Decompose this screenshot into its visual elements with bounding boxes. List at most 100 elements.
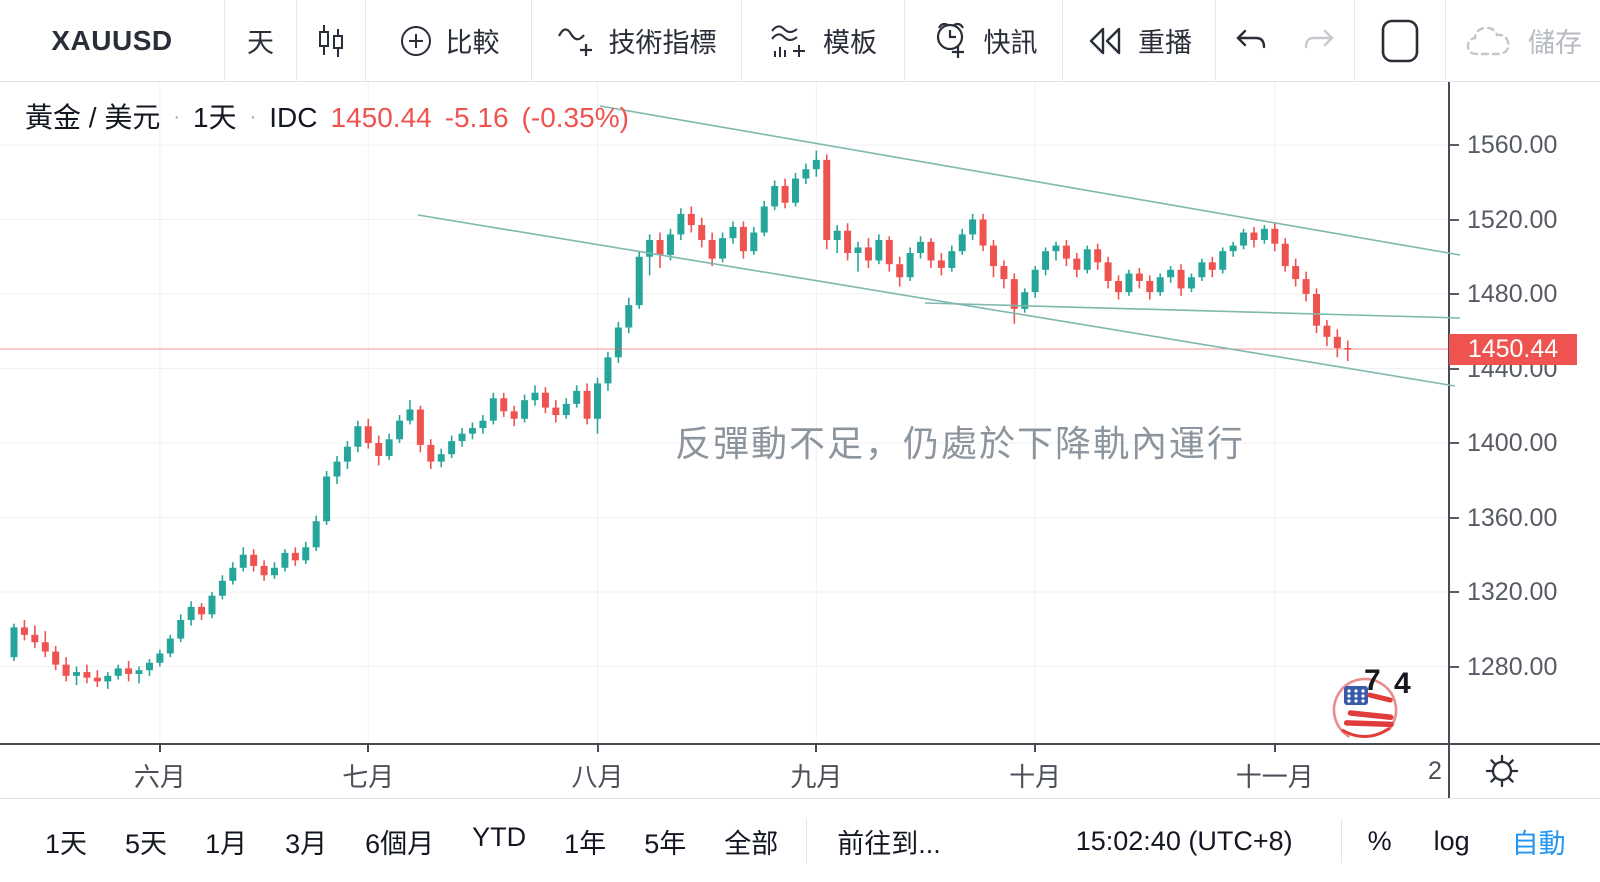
- price-axis-tick: [1450, 144, 1459, 146]
- candle-body: [1177, 269, 1185, 289]
- candle-body: [364, 426, 372, 443]
- chart-settings-gear-icon[interactable]: [1484, 753, 1520, 789]
- candle-body: [31, 634, 39, 643]
- candle-body: [218, 580, 226, 596]
- price-axis-label: 1280.00: [1467, 652, 1558, 681]
- interval-button[interactable]: 天: [225, 0, 296, 81]
- range-button-1年[interactable]: 1年: [564, 828, 607, 859]
- candle-body: [823, 159, 831, 240]
- range-button-1天[interactable]: 1天: [45, 828, 88, 859]
- percent-scale-button[interactable]: %: [1367, 825, 1392, 856]
- trendline-upper-descending-channel[interactable]: [599, 105, 1461, 256]
- toolbar-separator: [1215, 0, 1216, 81]
- candle-body: [1313, 294, 1320, 326]
- candle-body: [1167, 269, 1175, 278]
- separator-dot: ·: [249, 106, 257, 128]
- templates-button[interactable]: 模板: [742, 0, 904, 81]
- alerts-button[interactable]: 快訊: [905, 0, 1062, 81]
- candle-body: [948, 251, 956, 268]
- symbol-button[interactable]: XAUUSD: [0, 0, 224, 81]
- range-button-5天[interactable]: 5天: [125, 828, 168, 859]
- candle-body: [719, 238, 727, 259]
- candle-body: [885, 239, 893, 265]
- candle-body: [93, 677, 101, 682]
- last-price: 1450.44: [330, 102, 432, 133]
- candle-body: [500, 398, 508, 412]
- candle-body: [427, 444, 435, 462]
- candle-body: [125, 668, 133, 674]
- log-scale-button[interactable]: log: [1433, 825, 1470, 856]
- candle-body: [958, 234, 966, 252]
- candle-body: [41, 642, 49, 652]
- broker-watermark: 7 4: [1328, 664, 1438, 744]
- candle-body: [312, 521, 320, 548]
- price-axis-tick: [1450, 293, 1459, 295]
- candle-body: [10, 627, 18, 658]
- month-tick: [815, 745, 818, 752]
- candle-body: [145, 662, 153, 671]
- candle-body: [416, 409, 424, 445]
- candle-body: [541, 392, 549, 408]
- fullscreen-icon: [1380, 18, 1420, 64]
- replay-button[interactable]: 重播: [1063, 0, 1215, 81]
- range-button-全部[interactable]: 全部: [724, 828, 779, 859]
- redo-icon[interactable]: [1302, 26, 1338, 56]
- symbol-exchange[interactable]: IDC: [269, 102, 318, 133]
- candle-body: [250, 554, 258, 566]
- indicators-button[interactable]: 技術指標: [532, 0, 741, 81]
- clock-timezone[interactable]: 15:02:40 (UTC+8): [1075, 825, 1293, 856]
- interval-label: 天: [247, 28, 274, 58]
- trendline-lower-descending-channel[interactable]: [417, 214, 1456, 387]
- candle-body: [792, 178, 799, 203]
- range-button-1月[interactable]: 1月: [205, 828, 248, 859]
- candle-body: [208, 595, 216, 615]
- price-axis-tick: [1450, 367, 1459, 370]
- month-tick: [367, 745, 370, 752]
- bottom-toolbar: 1天 5天 1月 3月 6個月 YTD 1年 5年 全部 前往到... 15:02:40 (UT…: [0, 798, 1600, 882]
- cloud-save-icon: [1464, 22, 1516, 60]
- candle-body: [260, 565, 268, 576]
- undo-icon[interactable]: [1232, 26, 1268, 56]
- time-axis[interactable]: 六月 七月 八月 九月 十月 十一月 2: [0, 743, 1600, 798]
- month-label: 七月: [342, 762, 395, 792]
- auto-scale-button[interactable]: 自動: [1511, 828, 1566, 859]
- candle-body: [1073, 258, 1081, 270]
- month-tick: [1034, 745, 1037, 752]
- candle-body: [333, 461, 341, 477]
- candle-body: [573, 390, 581, 404]
- candle-body: [1104, 262, 1112, 281]
- goto-date-button[interactable]: 前往到...: [837, 828, 941, 859]
- range-button-5年[interactable]: 5年: [644, 828, 687, 859]
- range-button-YTD[interactable]: YTD: [472, 821, 527, 852]
- alerts-label: 快訊: [983, 28, 1038, 58]
- candle-body: [1115, 280, 1123, 293]
- range-button-6個月[interactable]: 6個月: [365, 828, 435, 859]
- trendline-horizontal-support[interactable]: [924, 302, 1461, 319]
- candle-body: [437, 454, 445, 462]
- chart-style-button[interactable]: [297, 0, 365, 81]
- chart-area[interactable]: 黃金 / 美元 · 1天 · IDC 1450.44 -5.16 (-0.35%…: [0, 82, 1600, 743]
- candle-body: [677, 213, 685, 235]
- fullscreen-button[interactable]: [1355, 0, 1445, 81]
- candle-body: [239, 554, 247, 568]
- symbol-title[interactable]: 黃金 / 美元: [25, 102, 161, 133]
- save-button[interactable]: 儲存: [1446, 0, 1600, 81]
- candle-body: [1260, 228, 1268, 240]
- candle-body: [760, 206, 768, 233]
- month-label: 十一月: [1235, 762, 1314, 792]
- toolbar-separator: [1445, 0, 1446, 81]
- compare-button[interactable]: 比較: [366, 0, 531, 81]
- candle-body: [281, 552, 289, 568]
- month-tick: [1273, 745, 1276, 752]
- range-button-3月[interactable]: 3月: [285, 828, 328, 859]
- symbol-interval[interactable]: 1天: [193, 102, 237, 133]
- candle-body: [917, 241, 925, 254]
- candle-body: [166, 638, 174, 654]
- candlestick-chart[interactable]: [0, 82, 1600, 743]
- toolbar-separator: [531, 0, 532, 81]
- candle-body: [906, 253, 914, 278]
- indicators-label: 技術指標: [608, 28, 717, 58]
- candle-body: [844, 230, 852, 254]
- candle-body: [1198, 262, 1206, 278]
